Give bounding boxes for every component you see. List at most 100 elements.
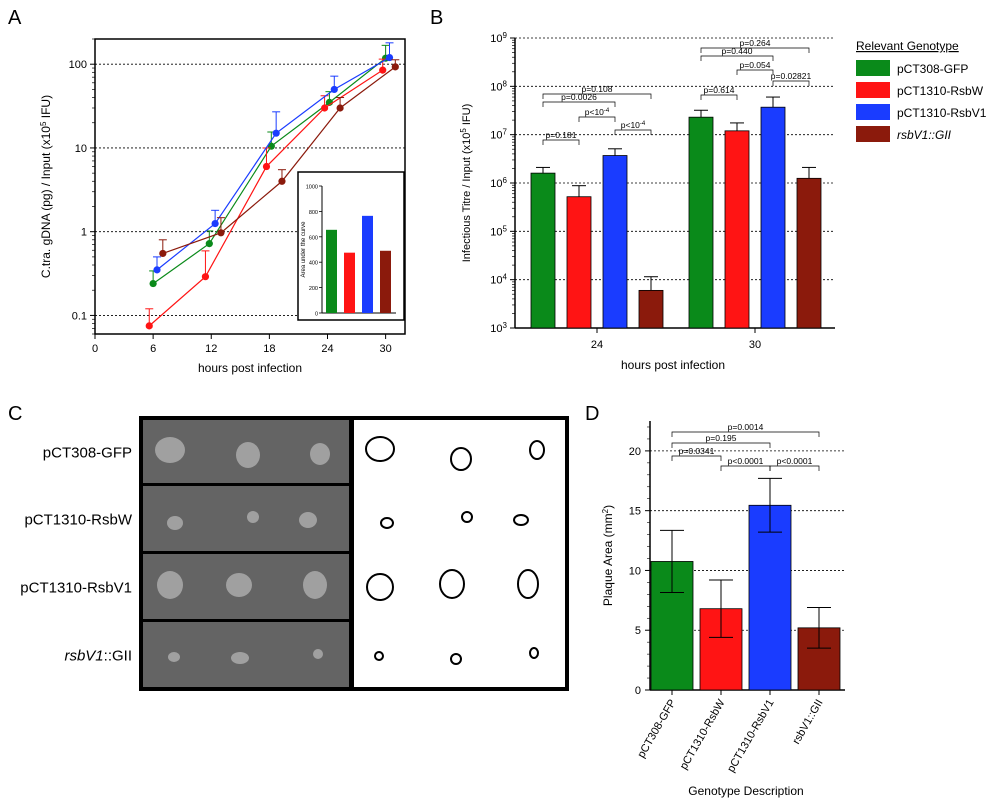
bar-d (748, 504, 792, 691)
x-tick-label-a: 12 (205, 343, 217, 355)
y-tick-base-b: 10 (490, 323, 502, 335)
p-value-text-b: p=0.181 (546, 130, 577, 140)
x-axis-title-a: hours post infection (198, 361, 302, 375)
panel-letter-b: B (430, 7, 443, 29)
inset-bar (344, 252, 355, 313)
plaque-outline (380, 517, 394, 529)
row-label-c: pCT1310-RsbV1 (20, 580, 132, 597)
p-value-text-b: p=0.614 (704, 85, 735, 95)
y-tick-label-d: 5 (635, 625, 641, 637)
plaque-spot (155, 437, 185, 463)
plaque-spot (231, 652, 249, 664)
y-tick-base-b: 10 (490, 130, 502, 142)
y-tick-label-b: 108 (490, 79, 507, 94)
significance-bracket-d (671, 455, 722, 461)
x-tick-label-d: pCT1310-RsbW (678, 697, 728, 772)
plaque-outline (529, 647, 539, 659)
y-tick-label-d: 15 (629, 506, 641, 518)
p-value-text-b: p=0.0026 (561, 92, 597, 102)
plaque-spot (167, 516, 183, 530)
legend-label: pCT1310-RsbW (897, 84, 984, 98)
y-tick-label-b: 109 (490, 31, 507, 46)
bar-b (760, 106, 786, 329)
y-tick-exp-b: 7 (503, 127, 508, 136)
plaque-spot (168, 652, 180, 662)
y-axis-title-b-sup: 5 (459, 128, 468, 133)
p-value-label-b: p=0.054 (740, 60, 771, 70)
p-value-label-b: p=0.108 (582, 84, 613, 94)
outline-panel (354, 420, 565, 687)
legend-swatch (856, 60, 890, 76)
p-value-exp-b: -4 (640, 121, 646, 127)
y-tick-label-d: 10 (629, 565, 641, 577)
y-tick-label-b: 106 (490, 176, 507, 191)
legend-swatch (856, 82, 890, 98)
p-value-label-d: p=0.0014 (728, 422, 764, 432)
panel-letter-a: A (8, 7, 22, 29)
plaque-spot (313, 649, 323, 659)
significance-bracket-b (700, 55, 774, 61)
p-value-label-d: p<0.0001 (777, 456, 813, 466)
data-point-a (330, 85, 338, 94)
data-point-a (278, 177, 286, 185)
x-tick-label-b: 30 (749, 339, 761, 351)
significance-bracket-d (720, 465, 771, 471)
significance-bracket-b (772, 80, 810, 86)
plaque-spot (236, 442, 260, 468)
plaque-outline (517, 569, 539, 599)
row-label-c: rsbV1::GII (64, 648, 132, 665)
p-value-label-b: p=0.02821 (771, 71, 812, 81)
bar-b (566, 196, 592, 329)
inset-bar (362, 215, 373, 313)
x-tick-label-a: 24 (321, 343, 333, 355)
p-value-label-d: p=0.195 (706, 433, 737, 443)
p-value-text-b: p<10 (621, 120, 640, 130)
bar-b (602, 155, 628, 329)
plaque-outline (513, 514, 529, 526)
inset-bar (380, 250, 391, 313)
inset-y-axis-title: Area under the curve (301, 221, 307, 278)
y-axis-title-d-main: Plaque Area (mm (601, 513, 615, 606)
data-point-a (379, 66, 387, 74)
y-tick-label-b: 104 (490, 272, 507, 287)
p-value-text-b: p=0.108 (582, 84, 613, 94)
panel-letter-c: C (8, 403, 22, 425)
y-tick-label-d: 20 (629, 446, 641, 458)
plaque-outline (529, 440, 545, 460)
data-point-a (391, 63, 399, 71)
y-tick-exp-b: 6 (503, 176, 508, 185)
significance-bracket-d (769, 465, 820, 471)
data-point-a (211, 219, 219, 228)
plaque-spot (310, 443, 330, 465)
y-axis-title-d-end: ) (601, 505, 615, 509)
data-point-a (320, 104, 329, 112)
y-tick-exp-b: 4 (503, 272, 508, 281)
y-tick-label-b: 107 (490, 127, 507, 142)
plaque-outline (374, 651, 384, 661)
data-point-a (159, 249, 167, 258)
y-axis-title-b-end: IFU) (461, 104, 473, 128)
bar-b (796, 177, 822, 329)
legend-label: pCT308-GFP (897, 62, 968, 76)
p-value-label-b: p<10-4 (621, 120, 646, 130)
significance-bracket-b (700, 94, 738, 100)
y-axis-title-d-sup: 2 (601, 508, 610, 513)
x-axis-title-d: Genotype Description (688, 784, 803, 798)
row-label-text: pCT308-GFP (43, 445, 132, 462)
p-value-label-b: p<10-4 (585, 107, 610, 117)
legend-title: Relevant Genotype (856, 39, 959, 53)
data-point-a (145, 322, 153, 330)
inset-bar (326, 229, 337, 313)
legend-swatch (856, 104, 890, 120)
y-tick-label-b: 105 (490, 224, 507, 239)
p-value-label-b: p=0.614 (704, 85, 735, 95)
inset-y-tick-label: 400 (309, 261, 318, 267)
significance-bracket-b (578, 116, 616, 122)
plaque-outline (365, 436, 395, 462)
y-tick-label-a: 0.1 (72, 310, 87, 322)
y-axis-title-d: Plaque Area (mm2) (601, 505, 616, 606)
significance-bracket-d (671, 442, 771, 448)
p-value-text-b: p=0.440 (722, 46, 753, 56)
data-point-a (201, 273, 210, 281)
data-point-a (217, 229, 225, 237)
